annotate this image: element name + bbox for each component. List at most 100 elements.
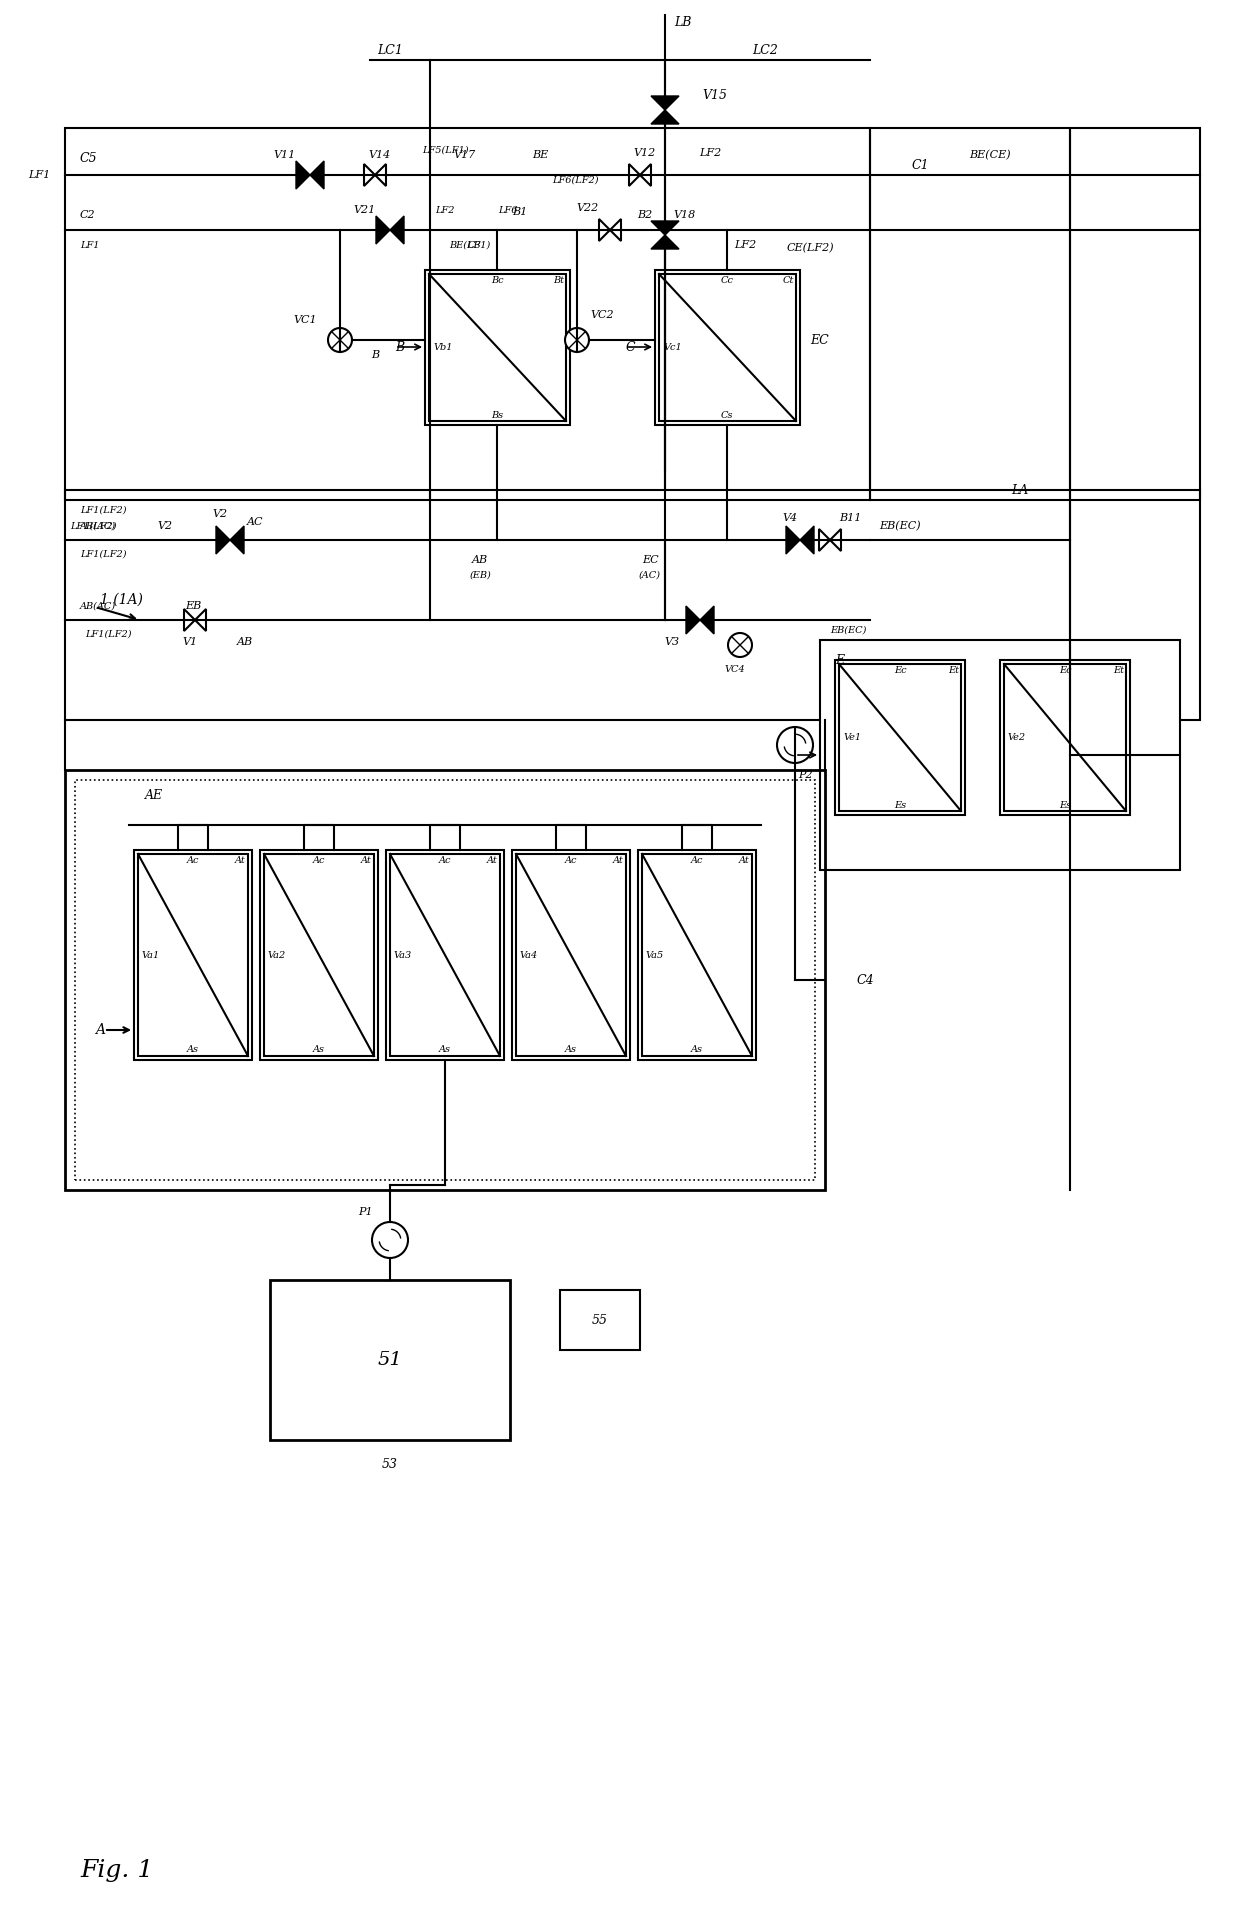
Text: EB(EC): EB(EC) [879,520,921,532]
Text: At: At [361,855,372,864]
Text: EC: EC [641,554,658,566]
Text: At: At [236,855,246,864]
Text: Ec: Ec [894,665,906,675]
Bar [839,663,961,811]
Text: B: B [371,350,379,359]
Bar [134,851,252,1059]
Text: Va2: Va2 [268,950,286,960]
Circle shape [728,633,751,658]
Polygon shape [296,161,310,189]
Text: LC1: LC1 [377,44,403,57]
Text: CE(LF2): CE(LF2) [786,243,833,252]
Bar [820,641,1180,870]
Text: LF1(LF2): LF1(LF2) [86,629,131,639]
Text: B2: B2 [637,210,652,220]
Text: Vb1: Vb1 [433,342,453,352]
Text: LF5(LF1): LF5(LF1) [422,145,469,155]
Text: Ac: Ac [439,855,451,864]
Text: As: As [691,1046,703,1055]
Text: Ec: Ec [1059,665,1071,675]
Bar [512,851,630,1059]
Text: Va3: Va3 [394,950,412,960]
Text: V1: V1 [182,637,197,646]
Bar [270,1279,510,1440]
Polygon shape [640,164,651,185]
Text: AB(AC): AB(AC) [81,602,117,610]
Text: Cs: Cs [720,411,733,419]
Text: LF1: LF1 [27,170,50,180]
Text: Fig. 1: Fig. 1 [81,1858,154,1881]
Bar [560,1291,640,1350]
Polygon shape [686,606,701,635]
Text: V18: V18 [673,210,696,220]
Text: V11: V11 [274,149,296,161]
Text: Vc1: Vc1 [663,342,682,352]
Polygon shape [651,222,680,235]
Text: LF1(LF2): LF1(LF2) [69,522,117,530]
Circle shape [372,1222,408,1258]
Circle shape [329,329,352,352]
Bar [386,851,503,1059]
Text: BE(LF1): BE(LF1) [449,241,491,249]
Text: C: C [625,340,635,354]
Text: Ac: Ac [564,855,578,864]
Text: AE: AE [145,788,164,801]
Text: V4: V4 [782,512,797,524]
Text: C1: C1 [911,159,929,172]
Text: V14: V14 [368,149,391,161]
Text: LC2: LC2 [753,44,777,57]
Text: LF1(LF2): LF1(LF2) [81,505,126,514]
Bar [642,855,751,1055]
Circle shape [777,727,813,763]
Text: At: At [614,855,624,864]
Polygon shape [310,161,324,189]
Text: Es: Es [1059,801,1071,809]
Bar [999,660,1130,815]
Polygon shape [184,610,195,631]
Polygon shape [830,530,841,551]
Text: LF2: LF2 [734,241,756,250]
Bar [658,273,796,421]
Polygon shape [818,530,830,551]
Text: LA: LA [1012,484,1029,497]
Text: 53: 53 [382,1459,398,1472]
Text: LF1: LF1 [81,241,99,249]
Bar [264,855,374,1055]
Text: As: As [312,1046,325,1055]
Text: EC: EC [811,333,830,346]
Polygon shape [599,220,610,241]
Text: V2: V2 [157,520,172,532]
Text: AC: AC [247,516,263,528]
Text: B1: B1 [512,206,528,216]
Text: P2: P2 [797,771,812,780]
Text: Ac: Ac [691,855,703,864]
Text: As: As [565,1046,577,1055]
Text: (AC): (AC) [639,570,661,579]
Polygon shape [651,235,680,249]
Text: A: A [95,1023,105,1036]
Bar [64,771,825,1189]
Polygon shape [651,111,680,124]
Text: Bs: Bs [491,411,503,419]
Bar [425,270,570,424]
Text: V2: V2 [212,509,228,518]
Text: Ac: Ac [187,855,200,864]
Bar [655,270,800,424]
Polygon shape [216,526,229,554]
Text: C5: C5 [81,151,98,164]
Bar [1004,663,1126,811]
Polygon shape [195,610,206,631]
Text: C4: C4 [856,973,874,987]
Bar [870,128,1200,501]
Text: Va1: Va1 [143,950,160,960]
Text: VC2: VC2 [590,310,614,319]
Text: Va5: Va5 [646,950,665,960]
Bar [516,855,626,1055]
Text: LB: LB [675,15,692,29]
Polygon shape [391,216,404,245]
Text: V17: V17 [454,149,476,161]
Text: Ve2: Ve2 [1008,732,1027,742]
Bar [74,780,815,1180]
Bar [391,855,500,1055]
Bar [429,273,565,421]
